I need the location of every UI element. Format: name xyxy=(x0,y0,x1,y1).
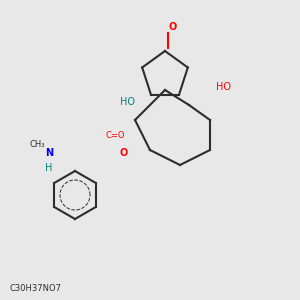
Text: N: N xyxy=(45,148,53,158)
Text: C30H37NO7: C30H37NO7 xyxy=(9,284,61,293)
Text: CH₃: CH₃ xyxy=(30,140,46,149)
Text: H: H xyxy=(45,163,52,173)
Text: HO: HO xyxy=(120,97,135,107)
Text: O: O xyxy=(120,148,128,158)
Text: HO: HO xyxy=(216,82,231,92)
Text: O: O xyxy=(168,22,177,32)
Text: C=O: C=O xyxy=(105,131,124,140)
